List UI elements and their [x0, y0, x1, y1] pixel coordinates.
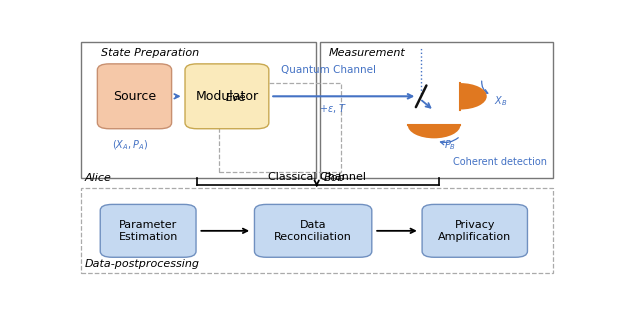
Bar — [219, 83, 341, 172]
Text: Source: Source — [113, 90, 156, 103]
Text: State Preparation: State Preparation — [101, 48, 200, 58]
Text: Coherent detection: Coherent detection — [453, 157, 547, 167]
FancyBboxPatch shape — [100, 204, 196, 257]
Bar — [80, 42, 316, 178]
Text: Data-postprocessing: Data-postprocessing — [85, 259, 200, 269]
Text: Modulator: Modulator — [195, 90, 258, 103]
Text: Classical Channel: Classical Channel — [268, 172, 366, 182]
Wedge shape — [408, 125, 460, 138]
Text: Quantum Channel: Quantum Channel — [281, 65, 376, 75]
Text: Data
Reconciliation: Data Reconciliation — [274, 220, 352, 241]
Text: Parameter
Estimation: Parameter Estimation — [119, 220, 178, 241]
Text: $(X_A, P_A)$: $(X_A, P_A)$ — [112, 139, 148, 152]
Text: Eve: Eve — [226, 93, 246, 103]
Text: $X_B$: $X_B$ — [494, 94, 507, 108]
FancyBboxPatch shape — [255, 204, 372, 257]
Text: Measurement: Measurement — [329, 48, 405, 58]
FancyBboxPatch shape — [185, 64, 269, 129]
Text: $P_B$: $P_B$ — [444, 139, 455, 153]
Text: Privacy
Amplification: Privacy Amplification — [438, 220, 512, 241]
Bar — [320, 42, 553, 178]
Text: Bob: Bob — [324, 173, 345, 183]
Bar — [80, 188, 553, 273]
FancyBboxPatch shape — [98, 64, 172, 129]
Text: Alice: Alice — [85, 173, 111, 183]
Text: $+\varepsilon$, $T$: $+\varepsilon$, $T$ — [319, 102, 347, 115]
Wedge shape — [460, 83, 487, 110]
FancyBboxPatch shape — [422, 204, 528, 257]
